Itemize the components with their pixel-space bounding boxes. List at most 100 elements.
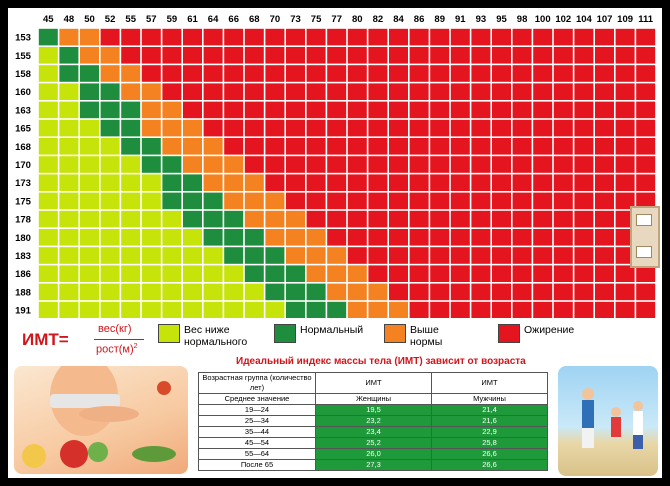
bmi-cell (471, 119, 491, 137)
legend-label: Вес ниже нормального (184, 324, 248, 348)
bmi-cell (389, 210, 408, 228)
weight-tick-label: 102 (555, 14, 571, 25)
bmi-cell (59, 47, 79, 64)
bmi-cell (265, 47, 285, 64)
weight-tick-label: 86 (414, 14, 425, 25)
weight-tick-label: 91 (455, 14, 466, 25)
bmi-cell (430, 210, 450, 228)
bmi-cell (574, 138, 594, 155)
table-row: 19—24 19,5 21,4 (198, 404, 548, 416)
bmi-cell (59, 192, 79, 210)
bmi-cell (574, 283, 594, 301)
bmi-cell (347, 101, 367, 119)
women-value: 19,5 (315, 404, 432, 416)
bmi-cell (244, 47, 264, 64)
bmi-cell (59, 210, 79, 228)
women-value: 23,4 (315, 426, 432, 438)
weight-tick-label: 52 (105, 14, 116, 25)
bmi-cell (80, 101, 99, 119)
weight-tick-label: 68 (249, 14, 260, 25)
bmi-cell (574, 174, 594, 191)
bmi-cell (409, 283, 429, 301)
bmi-cell (533, 119, 553, 137)
bmi-cell (430, 101, 450, 119)
bmi-cell (574, 65, 594, 82)
bmi-cell (492, 138, 511, 155)
weight-tick-label: 64 (208, 14, 219, 25)
bmi-cell (265, 119, 285, 137)
bmi-cell (471, 47, 491, 64)
bmi-cell (409, 28, 429, 46)
bmi-cell (512, 47, 532, 64)
bmi-cell (615, 83, 635, 100)
bmi-cell (265, 156, 285, 173)
table-row: Возрастная группа (количество лет) ИМТ ИМТ (198, 372, 548, 394)
bmi-cell (162, 229, 182, 246)
bmi-cell (203, 192, 223, 210)
bmi-cell (38, 229, 58, 246)
bmi-cell (450, 210, 470, 228)
bmi-cell (59, 101, 79, 119)
bmi-cell (121, 247, 141, 264)
family-beach-photo (558, 366, 658, 476)
bmi-cell (38, 119, 58, 137)
weight-tick-label: 80 (352, 14, 363, 25)
bmi-cell (327, 28, 347, 46)
women-value: 27,3 (315, 459, 432, 471)
bmi-cell (327, 47, 347, 64)
bmi-cell (450, 283, 470, 301)
weight-tick-label: 75 (311, 14, 322, 25)
weight-tick-label: 55 (125, 14, 136, 25)
bmi-cell (100, 156, 120, 173)
bmi-cell (100, 283, 120, 301)
bmi-cell (327, 301, 347, 318)
bmi-cell (224, 83, 244, 100)
bmi-cell (347, 138, 367, 155)
bmi-cell (492, 28, 511, 46)
bmi-cell (368, 301, 388, 318)
bmi-cell (183, 101, 202, 119)
bmi-cell (286, 247, 305, 264)
bmi-cell (162, 283, 182, 301)
bmi-cell (347, 119, 367, 137)
bmi-cell (389, 192, 408, 210)
formula-exponent: 2 (133, 343, 138, 350)
bmi-cell (574, 265, 594, 282)
weight-tick-label: 93 (476, 14, 487, 25)
bmi-cell (347, 174, 367, 191)
bmi-cell (286, 138, 305, 155)
weight-tick-label: 70 (270, 14, 281, 25)
weight-tick-label: 82 (373, 14, 384, 25)
weight-tick-label: 57 (146, 14, 157, 25)
bmi-cell (286, 47, 305, 64)
bmi-cell (574, 301, 594, 318)
bmi-cell (533, 47, 553, 64)
bmi-cell (80, 47, 99, 64)
bmi-cell (636, 119, 656, 137)
bmi-cell (327, 83, 347, 100)
bmi-cell (636, 301, 656, 318)
bmi-cell (244, 101, 264, 119)
bmi-cell (615, 283, 635, 301)
bmi-cell (121, 119, 141, 137)
bmi-cell (636, 47, 656, 64)
bmi-cell (347, 229, 367, 246)
bmi-cell (100, 301, 120, 318)
bmi-cell (327, 156, 347, 173)
bmi-cell (574, 192, 594, 210)
bmi-cell (59, 301, 79, 318)
bmi-cell (368, 247, 388, 264)
bmi-cell (430, 283, 450, 301)
bmi-cell (533, 28, 553, 46)
men-value: 21,4 (431, 404, 548, 416)
bmi-cell (512, 101, 532, 119)
bmi-cell (121, 101, 141, 119)
bmi-cell (389, 265, 408, 282)
bmi-cell (224, 283, 244, 301)
bmi-cell (595, 47, 614, 64)
bmi-cell (615, 138, 635, 155)
bmi-cell (265, 301, 285, 318)
bmi-cell (430, 65, 450, 82)
bmi-cell (512, 83, 532, 100)
bmi-cell (203, 210, 223, 228)
